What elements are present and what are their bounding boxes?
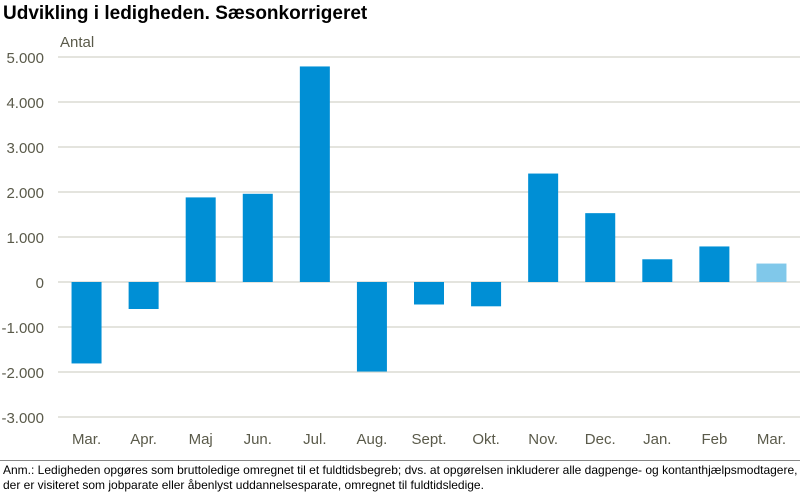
y-tick-label: 1.000 [6,230,44,247]
bar [71,282,102,364]
bar [756,263,787,282]
x-tick-label: Jun. [244,431,272,448]
bar [414,282,444,305]
bar [642,259,673,282]
x-tick-label: Nov. [528,431,558,448]
y-tick-label: 4.000 [6,95,44,112]
x-tick-label: Aug. [356,431,387,448]
y-tick-label: -3.000 [1,410,44,427]
y-tick-label: 5.000 [6,50,44,67]
y-tick-label: -1.000 [1,320,44,337]
x-tick-label: Mar. [757,431,786,448]
x-tick-label: Dec. [585,431,616,448]
bar [585,213,616,282]
x-tick-label: Apr. [130,431,157,448]
bar [356,282,387,372]
y-tick-label: -2.000 [1,365,44,382]
x-tick-label: Feb [701,431,727,448]
bar [299,66,330,282]
y-axis-label: Antal [60,34,94,51]
bar [528,173,559,282]
bar [471,282,502,307]
y-tick-label: 0 [36,275,44,292]
x-tick-label: Okt. [472,431,500,448]
bar [242,193,273,282]
bar-chart: 5.000 4.000 3.000 2.000 1.000 0 -1.000 -2.000 -3… [1,34,800,448]
y-tick-label: 3.000 [6,140,44,157]
bar [128,282,159,309]
x-tick-label: Jul. [303,431,326,448]
bar [699,246,730,282]
footnote: Anm.: Ledigheden opgøres som bruttoledig… [3,463,798,492]
x-tick-label: Sept. [411,431,446,448]
chart-title: Udvikling i ledigheden. Sæsonkorrigeret [3,3,368,24]
y-tick-label: 2.000 [6,185,44,202]
x-tick-label: Mar. [72,431,101,448]
bar [185,197,216,282]
x-tick-label: Jan. [643,431,671,448]
footnote-divider [0,460,800,461]
x-tick-label: Maj [189,431,213,448]
